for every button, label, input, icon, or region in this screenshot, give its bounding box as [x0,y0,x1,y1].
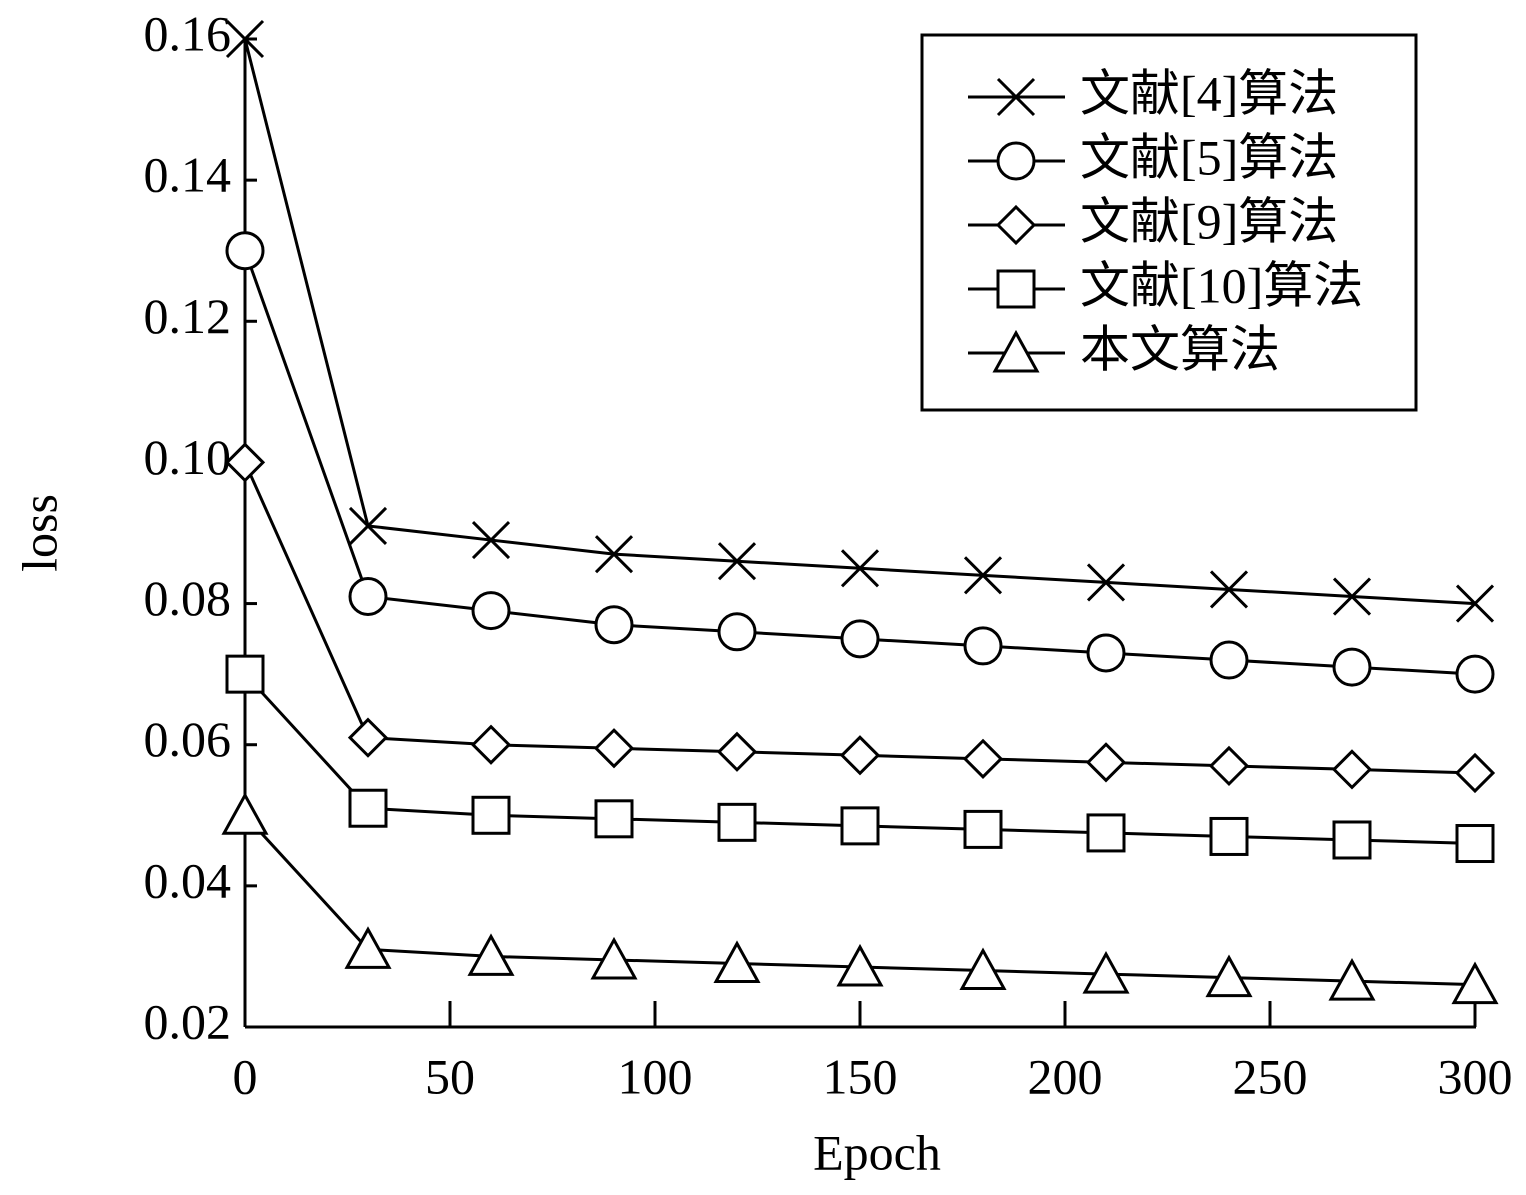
marker [1082,950,1130,994]
y-tick-label: 0.10 [144,429,232,485]
marker [471,795,511,835]
x-tick-label: 300 [1438,1048,1513,1104]
marker [471,591,511,631]
marker [1451,961,1499,1005]
legend-label: 文献[9]算法 [1080,193,1338,249]
legend-label: 文献[5]算法 [1080,129,1338,185]
marker [963,556,1003,595]
x-tick-label: 150 [823,1048,898,1104]
legend-marker [995,204,1037,246]
marker [840,806,880,846]
marker [1455,824,1495,864]
marker [224,442,266,483]
marker [717,612,757,652]
marker [716,731,758,772]
marker [1332,577,1372,616]
marker [1455,654,1495,694]
marker [467,933,515,976]
marker [713,940,761,983]
marker [348,577,388,617]
marker [839,735,881,776]
marker [1209,640,1249,680]
marker [590,936,638,980]
x-axis-label: Epoch [813,1124,941,1180]
marker [594,799,634,839]
legend-label: 文献[4]算法 [1080,65,1338,121]
y-tick-label: 0.16 [144,5,232,61]
marker [1454,752,1496,794]
y-tick-label: 0.08 [144,570,232,626]
marker [717,542,757,581]
y-tick-label: 0.02 [144,993,232,1049]
y-tick-label: 0.04 [144,852,232,908]
marker [221,792,269,835]
marker [1455,584,1495,623]
x-tick-label: 250 [1233,1048,1308,1104]
marker [963,809,1003,849]
marker [1328,958,1376,1001]
marker [836,943,884,987]
marker [594,535,634,574]
marker [717,802,757,842]
legend-marker [996,269,1036,309]
legend-marker [996,77,1036,117]
marker [1205,954,1253,998]
marker [225,19,265,59]
legend-marker [992,329,1040,373]
marker [1086,813,1126,853]
marker [1085,742,1127,783]
y-tick-label: 0.06 [144,711,232,767]
marker [840,619,880,659]
x-tick-label: 100 [618,1048,693,1104]
marker [593,728,635,769]
marker [962,738,1004,779]
y-axis-label: loss [11,494,67,572]
marker [1209,816,1249,856]
legend-label: 文献[10]算法 [1080,257,1363,313]
marker [348,788,388,828]
marker [1332,647,1372,687]
marker [963,626,1003,666]
x-tick-label: 200 [1028,1048,1103,1104]
x-tick-label: 50 [425,1048,475,1104]
marker [1209,570,1249,609]
marker [470,724,512,765]
legend-marker [996,141,1036,181]
x-tick-label: 0 [233,1048,258,1104]
marker [840,549,880,588]
y-tick-label: 0.12 [144,288,232,344]
series-line [243,461,1476,775]
marker [594,605,634,645]
marker [347,717,389,758]
marker [959,947,1007,991]
marker [471,520,511,560]
legend-label: 本文算法 [1080,321,1280,377]
marker [1086,563,1126,602]
marker [1332,820,1372,860]
marker [1331,749,1373,790]
marker [348,506,388,546]
marker [225,231,265,271]
marker [344,926,392,969]
marker [1208,745,1250,787]
marker [225,654,265,694]
y-tick-label: 0.14 [144,147,232,203]
marker [1086,633,1126,673]
